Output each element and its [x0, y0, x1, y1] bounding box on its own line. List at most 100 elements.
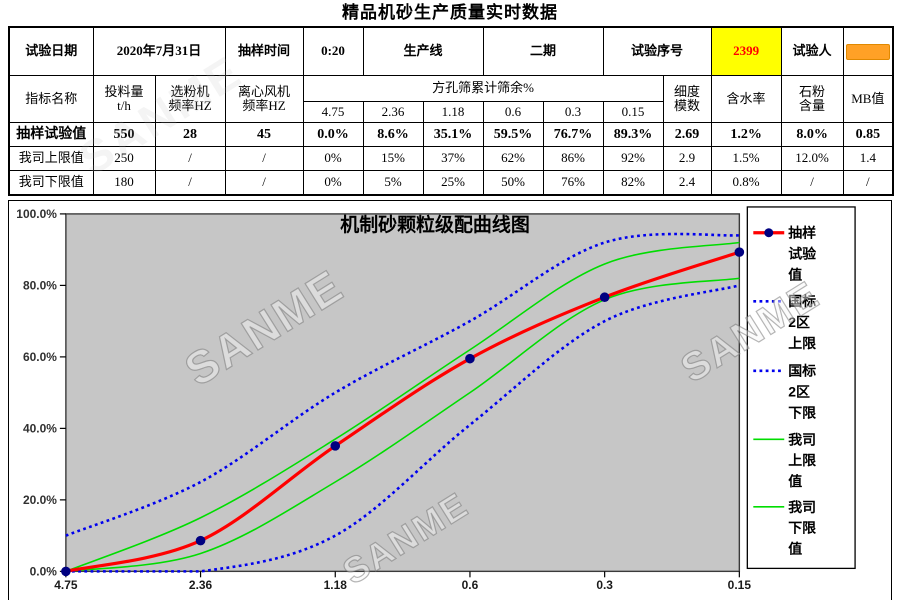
value-cell[interactable]: 59.5%: [482, 122, 544, 148]
y-tick-label: 80.0%: [23, 278, 57, 292]
tester-highlight: [845, 43, 891, 60]
value-cell[interactable]: 82%: [602, 170, 664, 196]
legend-entry-label: 抽样试验值: [788, 225, 816, 283]
value-cell[interactable]: 89.3%: [602, 122, 664, 148]
value-cell[interactable]: 8.0%: [780, 122, 844, 148]
value-cell[interactable]: 2.9: [662, 146, 712, 172]
legend-entry-label: 国标 2区上限: [788, 293, 816, 351]
test-serial-label: 试验序号: [602, 26, 712, 77]
y-tick-label: 40.0%: [23, 421, 57, 435]
series-line-4: [65, 277, 740, 573]
col-header-feed: 投料量 t/h: [92, 75, 156, 124]
value-cell[interactable]: 76%: [542, 170, 604, 196]
value-cell[interactable]: /: [780, 170, 844, 196]
legend-entry-label: 我司上限值: [788, 431, 816, 489]
value-cell[interactable]: 50%: [482, 170, 544, 196]
value-cell[interactable]: 180: [92, 170, 156, 196]
value-cell[interactable]: 2.69: [662, 122, 712, 148]
test-date-value[interactable]: 2020年7月31日: [92, 26, 226, 77]
value-cell[interactable]: 45: [224, 122, 304, 148]
value-cell[interactable]: 0.8%: [710, 170, 782, 196]
sample-time-label: 抽样时间: [224, 26, 304, 77]
sieve-size-label: 2.36: [362, 101, 424, 124]
value-cell[interactable]: 15%: [362, 146, 424, 172]
value-cell[interactable]: /: [224, 146, 304, 172]
x-tick-label: 0.6: [462, 578, 479, 592]
series-line-3: [65, 241, 740, 573]
tester-label: 试验人: [780, 26, 844, 77]
value-cell[interactable]: 86%: [542, 146, 604, 172]
value-cell[interactable]: /: [224, 170, 304, 196]
sample-time-value[interactable]: 0:20: [302, 26, 364, 77]
col-header-stone-powder: 石粉 含量: [780, 75, 844, 124]
value-cell[interactable]: 1.5%: [710, 146, 782, 172]
legend-sample-marker: [764, 228, 774, 238]
chart-title: 机制砂颗粒级配曲线图: [340, 213, 530, 236]
data-point-marker: [330, 441, 341, 451]
test-serial-value[interactable]: 2399: [710, 26, 782, 77]
col-header-sieve-group: 方孔筛累计筛余%: [302, 75, 664, 103]
value-cell[interactable]: 2.4: [662, 170, 712, 196]
legend-entry-label: 国标 2区下限: [788, 363, 816, 421]
y-tick-label: 20.0%: [23, 493, 57, 507]
value-cell[interactable]: 28: [154, 122, 226, 148]
gradation-chart: 100.0% 80.0% 60.0% 40.0% 20.0% 0.0% 4.75 2.36 1.…: [8, 200, 892, 600]
value-cell[interactable]: /: [842, 170, 894, 196]
tester-value-cell[interactable]: [842, 26, 894, 77]
value-cell[interactable]: 0.0%: [302, 122, 364, 148]
data-point-marker: [465, 354, 475, 364]
value-cell[interactable]: 25%: [422, 170, 484, 196]
series-line-1: [65, 232, 740, 537]
x-tick-label: 0.15: [728, 578, 752, 592]
value-cell[interactable]: 5%: [362, 170, 424, 196]
sieve-size-label: 4.75: [302, 101, 364, 124]
legend-entry-label: 我司下限值: [788, 499, 816, 557]
data-point-marker: [599, 292, 610, 303]
header-row: 指标名称 投料量 t/h 选粉机 频率HZ 离心风机 频率HZ 方孔筛累计筛余%…: [8, 75, 894, 124]
value-cell[interactable]: 0%: [302, 170, 364, 196]
value-cell[interactable]: /: [154, 146, 226, 172]
data-table-wrap: SANME 试验日期 2020年7月31日 抽样时间 0:20 生产线 二期 试…: [0, 26, 900, 197]
value-cell[interactable]: 1.4: [842, 146, 894, 172]
value-cell[interactable]: 550: [92, 122, 156, 148]
y-tick-label: 100.0%: [16, 207, 57, 221]
value-cell[interactable]: 62%: [482, 146, 544, 172]
production-line-label: 生产线: [362, 26, 484, 77]
value-cell[interactable]: 35.1%: [422, 122, 484, 148]
x-tick-label: 1.18: [324, 578, 348, 592]
data-point-marker: [61, 566, 71, 577]
legend-box: [746, 206, 856, 570]
value-cell[interactable]: 1.2%: [710, 122, 782, 148]
value-cell[interactable]: 37%: [422, 146, 484, 172]
col-header-fineness: 细度 模数: [662, 75, 712, 124]
series-line-0: [65, 250, 740, 574]
table-row: 我司下限值 180//0% 5% 25% 50% 76% 82% 2.4 0.8% / /: [8, 170, 894, 196]
value-cell[interactable]: /: [154, 170, 226, 196]
row-label: 我司上限值: [8, 146, 94, 172]
value-cell[interactable]: 0%: [302, 146, 364, 172]
value-cell[interactable]: 76.7%: [542, 122, 604, 148]
gradation-chart-svg: 100.0% 80.0% 60.0% 40.0% 20.0% 0.0%4.75 2.36 1.…: [16, 206, 856, 593]
x-tick-label: 0.3: [596, 578, 613, 592]
value-cell[interactable]: 0.85: [842, 122, 894, 148]
value-cell[interactable]: 250: [92, 146, 156, 172]
value-cell[interactable]: 12.0%: [780, 146, 844, 172]
table-row: 抽样试验值 550 28 45 0.0% 8.6% 35.1% 59.5% 76.7% 89.3%…: [8, 122, 894, 148]
x-tick-label: 2.36: [189, 578, 213, 592]
series-line-2: [65, 284, 740, 573]
sieve-size-row: 4.75 2.36 1.18 0.6 0.3 0.15: [9, 101, 893, 124]
y-tick-label: 60.0%: [23, 350, 57, 364]
plot-area: [65, 213, 741, 573]
production-line-value[interactable]: 二期: [482, 26, 604, 77]
value-cell[interactable]: 8.6%: [362, 122, 424, 148]
sieve-size-label: 0.6: [482, 101, 544, 124]
sieve-size-label: 0.3: [542, 101, 604, 124]
test-date-label: 试验日期: [8, 26, 94, 77]
y-tick-label: 0.0%: [30, 564, 58, 578]
page-title: 精品机砂生产质量实时数据: [342, 3, 558, 22]
row-label: 抽样试验值: [8, 122, 94, 148]
col-header-classifier: 选粉机 频率HZ: [154, 75, 226, 124]
data-point-marker: [734, 247, 745, 258]
value-cell[interactable]: 92%: [602, 146, 664, 172]
